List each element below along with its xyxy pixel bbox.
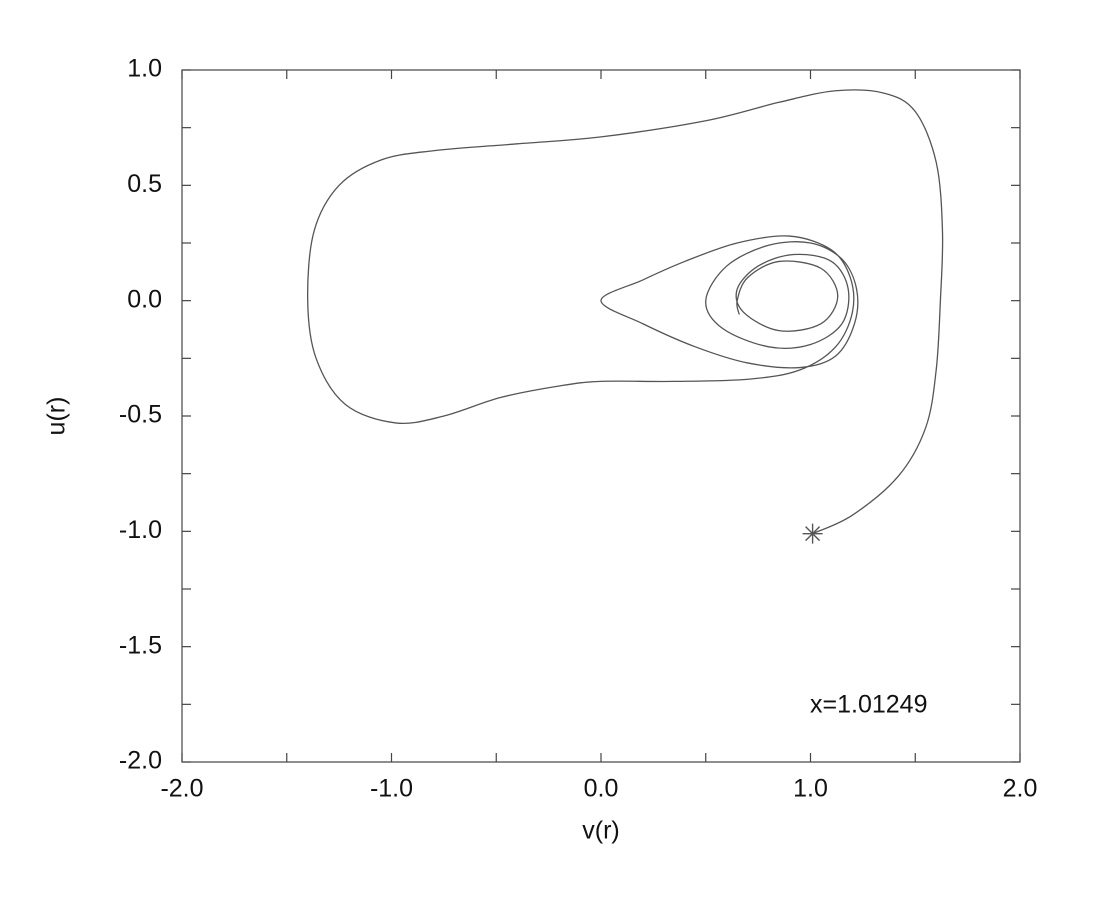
trajectory (307, 89, 944, 535)
start-marker (802, 523, 823, 544)
x-tick-label: 1.0 (793, 775, 828, 803)
annotation: x=1.01249 (810, 691, 927, 719)
y-axis-label: u(r) (43, 397, 71, 436)
y-tick-label: 0.5 (127, 170, 162, 198)
plot-frame (181, 69, 1021, 763)
y-tick-label: -1.5 (119, 631, 162, 659)
x-tick-label: 2.0 (1003, 775, 1038, 803)
y-tick-label: -0.5 (119, 401, 162, 429)
x-tick-label: -1.0 (370, 775, 413, 803)
x-axis-label: v(r) (582, 817, 619, 845)
x-tick-label: 0.0 (584, 775, 619, 803)
marker-stroke (805, 526, 821, 542)
y-tick-label: 1.0 (127, 55, 162, 83)
y-tick-label: 0.0 (127, 285, 162, 313)
x-tick-label: -2.0 (160, 775, 203, 803)
y-tick-label: -1.0 (119, 516, 162, 544)
y-tick-label: -2.0 (119, 747, 162, 775)
